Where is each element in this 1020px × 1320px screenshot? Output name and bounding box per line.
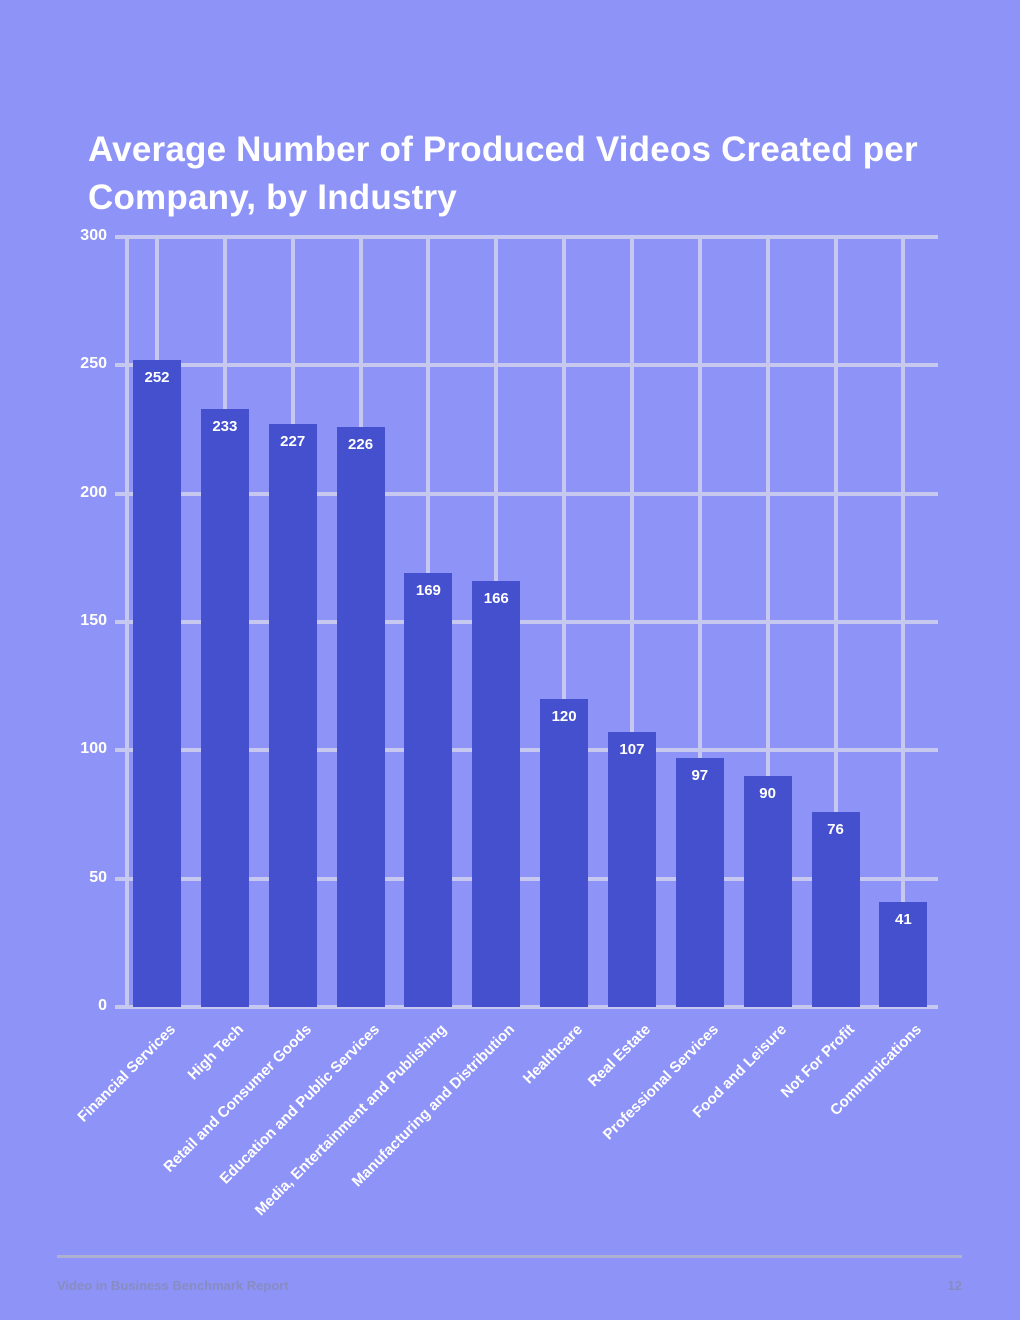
y-gridline: [125, 876, 938, 881]
bar-value-label: 76: [827, 820, 844, 838]
y-tick-mark: [115, 748, 125, 753]
bar-value-label: 227: [280, 433, 306, 451]
footer-report-name: Video in Business Benchmark Report: [57, 1278, 289, 1293]
bar-value-label: 97: [691, 767, 709, 785]
bar: 97: [675, 758, 724, 1007]
bar-value-label: 120: [551, 708, 577, 725]
bar: 76: [811, 811, 860, 1007]
y-gridline: [125, 620, 938, 624]
bar-value-label: 90: [759, 785, 776, 802]
y-tick-mark: [115, 1005, 125, 1009]
bar: 166: [472, 580, 521, 1007]
bar-value-label: 169: [415, 582, 441, 600]
bar: 169: [404, 573, 453, 1007]
y-tick-mark: [115, 235, 125, 239]
y-gridline: [125, 235, 938, 239]
bar-value-label: 233: [212, 417, 238, 435]
footer-page-number: 12: [947, 1278, 962, 1293]
y-tick-label: 0: [98, 997, 107, 1014]
y-tick-mark: [115, 876, 125, 881]
x-gridline: [629, 237, 634, 1007]
x-gridline: [697, 237, 702, 1007]
y-gridline: [125, 1005, 938, 1009]
bar-value-label: 252: [144, 369, 170, 387]
bar: 41: [879, 901, 928, 1007]
bar-value-label: 41: [895, 910, 912, 928]
bar: 107: [607, 732, 656, 1007]
y-gridline: [125, 748, 938, 753]
bar: 120: [540, 699, 589, 1007]
y-tick-label: 150: [80, 612, 107, 629]
y-tick-mark: [115, 363, 125, 368]
x-gridline: [562, 237, 567, 1007]
y-tick-label: 300: [80, 227, 107, 244]
y-tick-mark: [115, 620, 125, 624]
bar-value-label: 226: [348, 435, 374, 453]
footer-divider: [57, 1255, 962, 1258]
bar: 227: [268, 424, 317, 1007]
bar: 90: [743, 776, 792, 1007]
bar: 252: [133, 360, 181, 1007]
bar-chart-plot-area: 0 50 100 150 200 250 300 252 233 227 226 169 166 120 1…: [74, 227, 938, 1219]
y-tick-label: 50: [89, 868, 107, 886]
y-axis-line: [125, 237, 129, 1007]
x-gridline: [833, 237, 838, 1007]
y-tick-label: 100: [80, 740, 107, 758]
x-gridline: [901, 237, 906, 1007]
y-tick-label: 200: [80, 483, 107, 501]
y-tick-label: 250: [80, 355, 107, 373]
y-gridline: [125, 363, 938, 368]
y-tick-mark: [115, 491, 125, 496]
chart-title: Average Number of Produced Videos Create…: [88, 130, 918, 218]
bar: 226: [336, 426, 385, 1007]
y-gridline: [125, 491, 938, 496]
bar: 233: [200, 408, 249, 1007]
bar-value-label: 166: [483, 589, 509, 607]
x-gridline: [765, 237, 770, 1007]
bar-value-label: 107: [619, 741, 645, 759]
